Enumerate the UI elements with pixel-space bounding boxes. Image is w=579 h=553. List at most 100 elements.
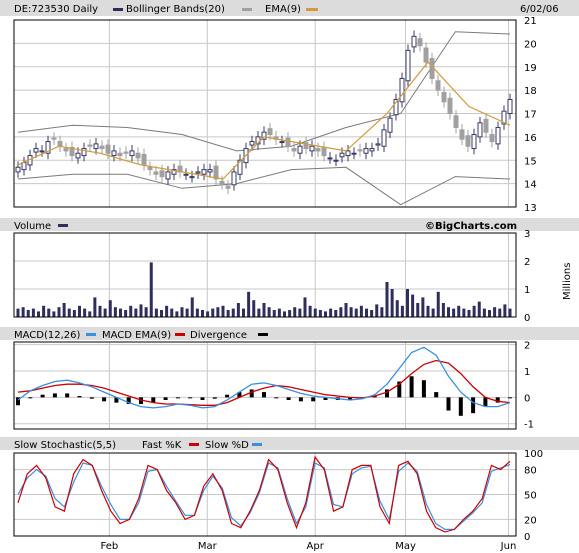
volume-bar [119,308,122,317]
candle-body [183,173,189,176]
candle-body [471,134,477,150]
volume-bar [31,308,35,317]
volume-bar [149,262,153,317]
candle-body [285,137,291,147]
volume-bar [26,310,30,317]
candle-body [465,135,471,147]
candle-body [447,97,453,115]
divergence-bar [471,397,476,414]
candle-body [453,115,459,129]
volume-bar [503,304,507,317]
divergence-bar [212,397,217,399]
candle-body [411,35,417,48]
candle-body [147,166,153,171]
volume-bar [283,311,286,317]
volume-bar [288,310,292,317]
candle-body [279,141,285,144]
volume-bar [339,307,343,317]
volume-bar [262,303,266,317]
volume-bar [318,310,322,317]
volume-bar [139,304,143,317]
volume-bar [185,308,189,317]
volume-bar [488,310,491,317]
y-tick-label: 80 [524,466,537,477]
candle-body [327,157,333,160]
volume-title: Volume [14,221,51,232]
candle-body [219,180,225,185]
macd-y-ticks: -1 0 1 2 [524,341,534,431]
candle-body [225,185,231,189]
candle-body [381,129,387,147]
divergence-bar [188,397,193,399]
volume-bar [267,307,271,317]
candle-body [249,141,255,146]
x-tick-label: May [395,541,416,552]
volume-bar [190,297,194,317]
candle-body [399,77,405,103]
candle-body [159,170,165,178]
header-symbol-label: DE:723530 Daily [14,4,98,15]
volume-bar [467,310,471,317]
candle-body [21,162,27,171]
candle-body [165,171,171,180]
candle-body [483,118,489,133]
volume-bar [324,311,327,317]
volume-y-ticks: 0 1 2 3 [524,229,530,324]
volume-bar [88,311,92,317]
price-plot-frame [13,19,517,208]
volume-bar [201,310,204,317]
candle-body [51,137,57,140]
volume-bar [329,308,333,317]
divergence-bar [52,393,57,398]
volume-bar [108,300,112,317]
volume-bar [395,300,399,317]
candle-body [111,150,117,157]
candle-body [213,165,219,180]
candle-body [333,159,339,162]
bollinger-line-legend-swatch [242,8,252,11]
candle-body [39,150,45,153]
volume-bar [452,308,456,317]
volume-bar [349,307,353,317]
candle-body [423,47,429,63]
macd-ema-line [17,359,511,406]
divergence-bar [286,397,291,400]
candle-body [291,148,297,152]
candle-body [45,141,51,154]
divergence-bar [323,397,328,400]
y-tick-label: 50 [524,491,537,502]
macd-line [17,346,511,409]
divergence-bar [175,397,180,399]
x-axis-ticks: Feb Mar Apr May Jun [101,541,517,552]
candle-body [321,146,327,157]
volume-bar [221,305,225,317]
divergence-bar [421,380,426,398]
volume-bar [216,307,220,317]
divergence-bar [200,397,205,400]
volume-bar [334,310,338,317]
volume-bar [113,307,117,317]
y-tick-label: 16 [524,133,537,144]
volume-bar [308,305,312,317]
header-date: 6/02/06 [520,4,559,15]
slow-d-line [17,462,511,531]
divergence-bar [151,397,156,403]
volume-bar [47,308,51,317]
candle-body [237,159,243,175]
divergence-bar [89,397,94,399]
price-header-bar [0,0,579,16]
divergence-bar [262,392,266,398]
volume-bar [354,308,358,317]
volume-bar [472,305,476,317]
candle-body [231,171,237,186]
candle-body [123,151,129,154]
divergence-bar [77,396,82,398]
slowd-legend-swatch [252,443,262,446]
volume-bar [206,311,210,317]
candle-body [63,148,69,152]
volume-unit-label: Millions [562,263,573,300]
volume-bar [72,310,76,317]
candle-body [15,166,21,173]
volume-bar [160,310,163,317]
volume-bar [277,308,281,317]
